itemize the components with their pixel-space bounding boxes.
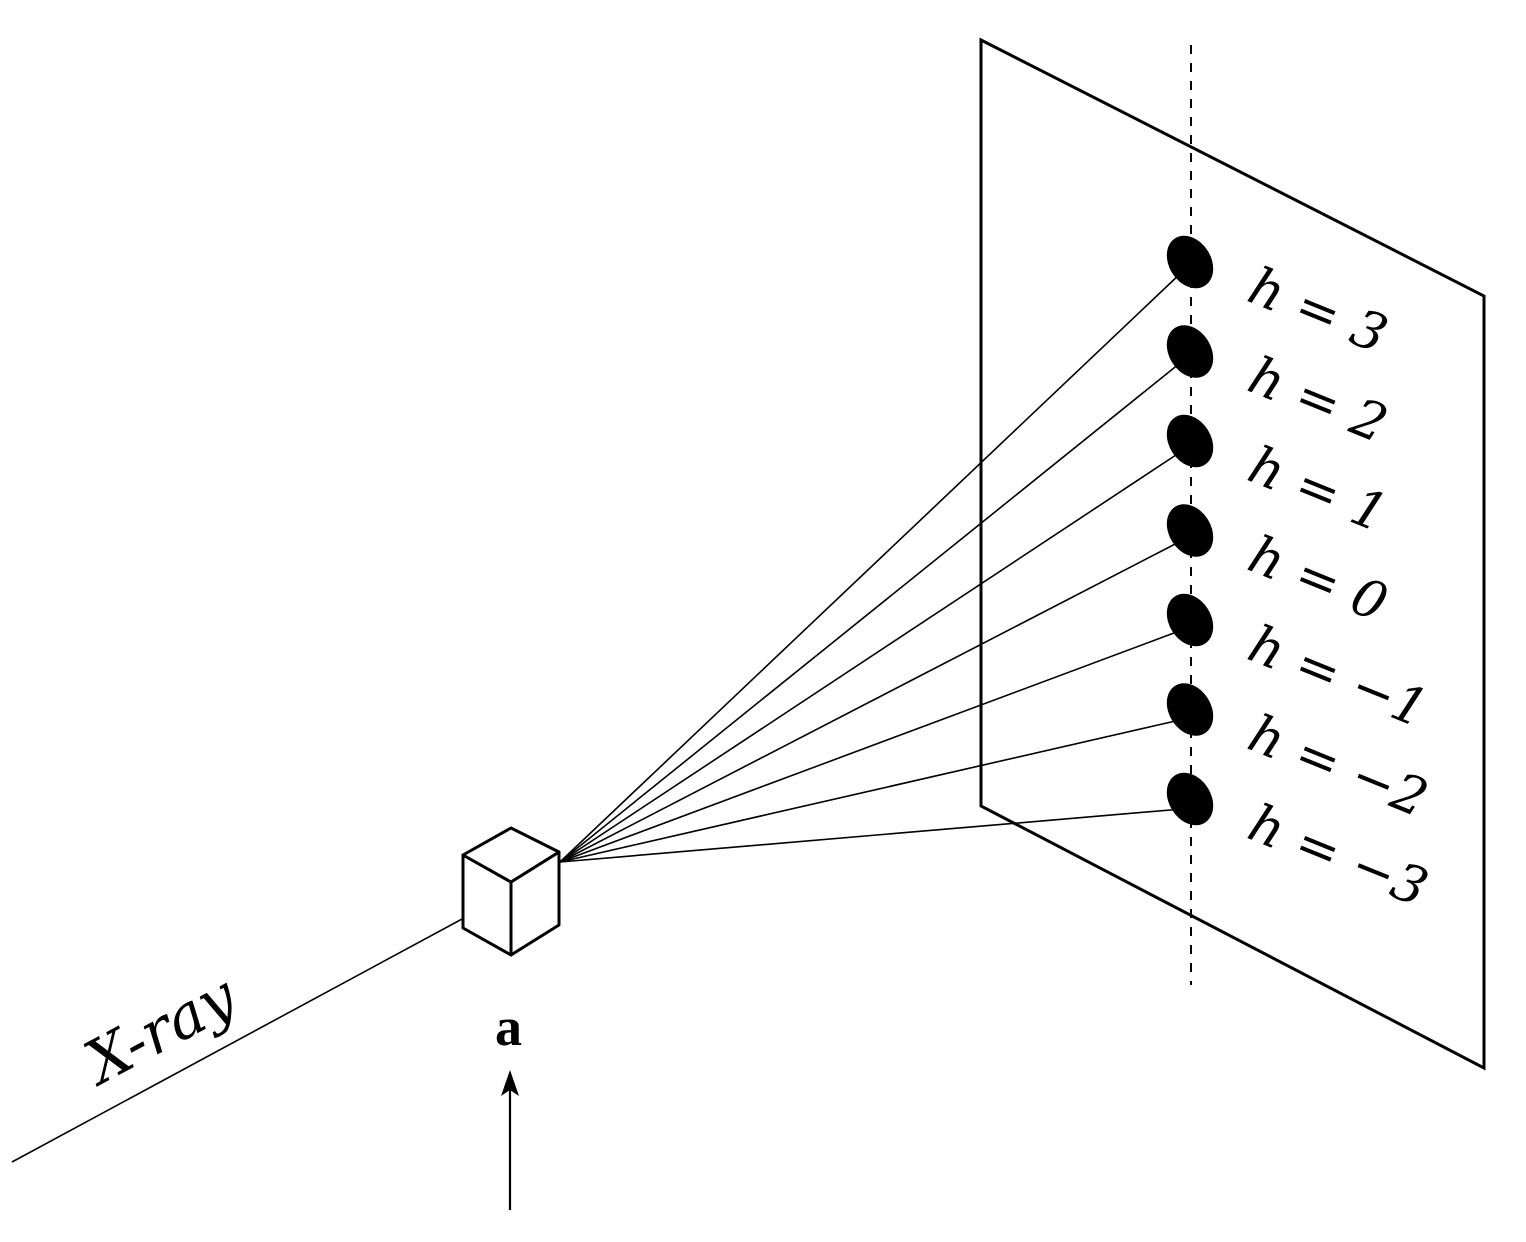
ray-line-h-minus-2 [559, 718, 1183, 863]
ray-line-h-minus-1 [559, 629, 1183, 863]
spot-h-0 [1166, 504, 1214, 557]
crystal-cube [461, 826, 561, 957]
diffraction-spots [1166, 235, 1214, 826]
ray-line-h-2 [559, 360, 1183, 863]
vector-a-arrowhead [501, 1070, 519, 1096]
ray-line-h-minus-3 [559, 808, 1183, 863]
spot-h-2 [1166, 325, 1214, 378]
spot-h-minus-2 [1166, 683, 1214, 736]
spot-h-minus-3 [1166, 772, 1214, 826]
ray-line-h-1 [559, 450, 1183, 863]
reflection-labels: h = 3h = 2h = 1h = 0h = −1h = −2h = −3 [1240, 256, 1436, 919]
vector-a-label: a [495, 997, 522, 1057]
ray-line-h-0 [559, 539, 1183, 863]
xray-beam-line [11, 904, 489, 1163]
spot-h-1 [1166, 414, 1214, 468]
spot-h-3 [1166, 235, 1214, 289]
xray-label: X-ray [71, 961, 249, 1100]
ray-line-h-3 [559, 271, 1183, 863]
cube-top-face [461, 826, 561, 884]
spot-h-minus-1 [1166, 593, 1214, 647]
diffracted-rays [559, 271, 1183, 863]
detector-screen [979, 37, 1486, 1071]
